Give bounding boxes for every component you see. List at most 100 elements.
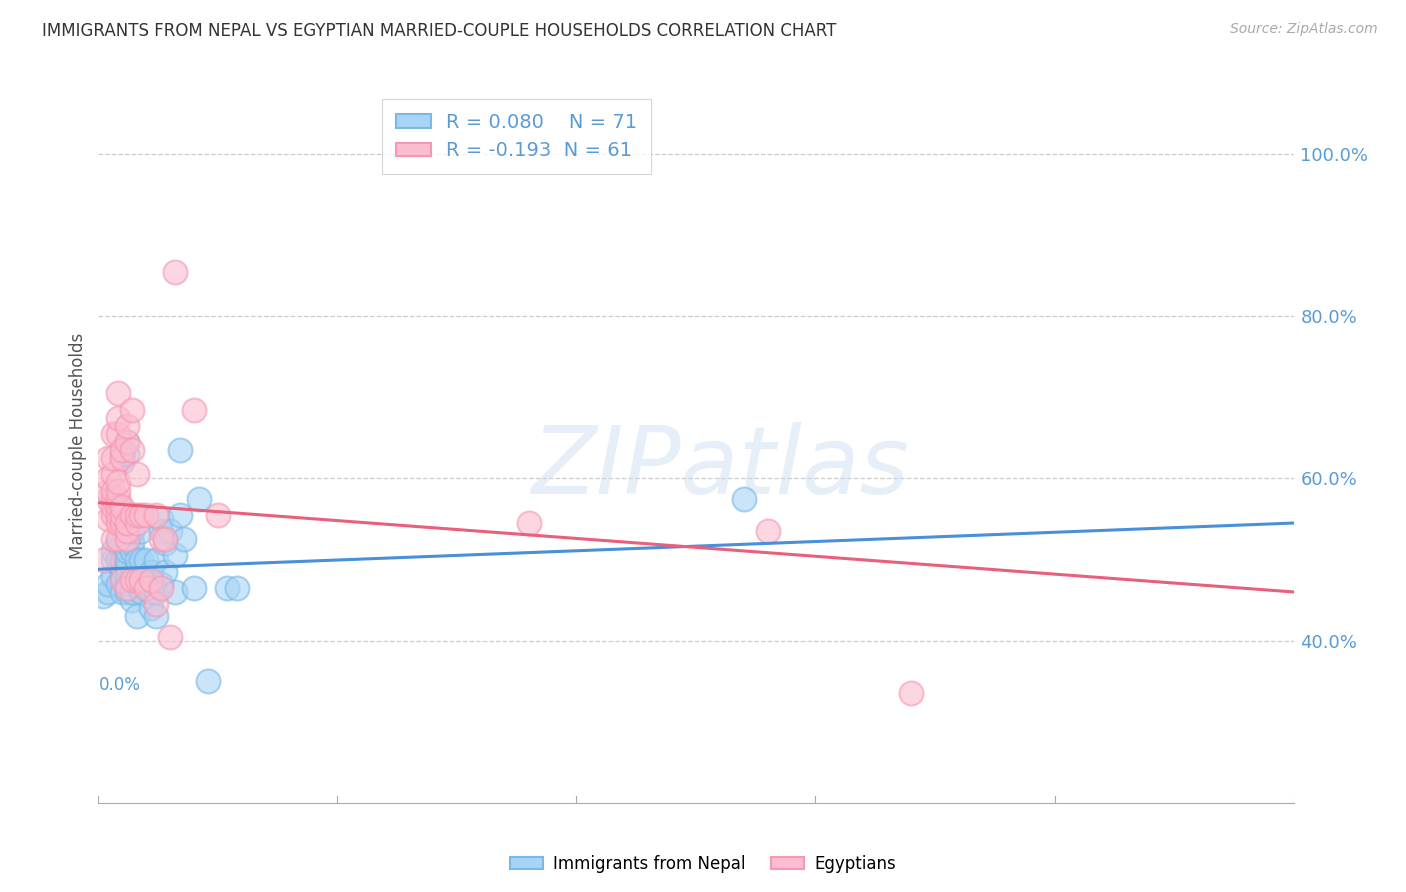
Point bbox=[139, 565, 162, 579]
Point bbox=[163, 549, 186, 563]
Point bbox=[756, 524, 779, 538]
Point bbox=[115, 560, 138, 574]
Point bbox=[155, 565, 177, 579]
Point bbox=[107, 410, 129, 425]
Point bbox=[149, 512, 172, 526]
Point bbox=[107, 500, 129, 514]
Point bbox=[183, 581, 205, 595]
Point bbox=[900, 686, 922, 700]
Legend: R = 0.080    N = 71, R = -0.193  N = 61: R = 0.080 N = 71, R = -0.193 N = 61 bbox=[382, 99, 651, 174]
Point bbox=[97, 471, 120, 485]
Point bbox=[115, 524, 138, 538]
Point bbox=[149, 524, 172, 538]
Point bbox=[121, 585, 143, 599]
Point bbox=[135, 568, 157, 582]
Y-axis label: Married-couple Households: Married-couple Households bbox=[69, 333, 87, 559]
Point bbox=[101, 568, 124, 582]
Point bbox=[107, 426, 129, 441]
Point bbox=[115, 585, 138, 599]
Point bbox=[111, 504, 134, 518]
Point bbox=[107, 508, 129, 522]
Point bbox=[111, 568, 134, 582]
Point bbox=[169, 508, 191, 522]
Legend: Immigrants from Nepal, Egyptians: Immigrants from Nepal, Egyptians bbox=[503, 848, 903, 880]
Point bbox=[183, 402, 205, 417]
Point bbox=[145, 552, 167, 566]
Point bbox=[101, 500, 124, 514]
Point bbox=[115, 434, 138, 449]
Point bbox=[145, 585, 167, 599]
Point bbox=[139, 601, 162, 615]
Point bbox=[107, 536, 129, 550]
Point bbox=[111, 455, 134, 469]
Point bbox=[115, 544, 138, 558]
Point bbox=[125, 508, 148, 522]
Point bbox=[115, 418, 138, 433]
Point bbox=[111, 443, 134, 458]
Point bbox=[121, 524, 143, 538]
Point bbox=[111, 451, 134, 466]
Point bbox=[107, 504, 129, 518]
Point bbox=[121, 508, 143, 522]
Text: Source: ZipAtlas.com: Source: ZipAtlas.com bbox=[1230, 22, 1378, 37]
Point bbox=[125, 568, 148, 582]
Point bbox=[121, 544, 143, 558]
Point bbox=[111, 516, 134, 530]
Point bbox=[111, 560, 134, 574]
Point bbox=[131, 524, 153, 538]
Point bbox=[121, 536, 143, 550]
Point bbox=[517, 516, 540, 530]
Point bbox=[115, 434, 138, 449]
Point bbox=[111, 552, 134, 566]
Point bbox=[155, 533, 177, 547]
Point bbox=[149, 533, 172, 547]
Point bbox=[115, 516, 138, 530]
Point bbox=[145, 597, 167, 611]
Point bbox=[125, 516, 148, 530]
Point bbox=[197, 674, 219, 689]
Point bbox=[111, 585, 134, 599]
Point bbox=[111, 536, 134, 550]
Point bbox=[115, 552, 138, 566]
Point bbox=[125, 577, 148, 591]
Text: 0.0%: 0.0% bbox=[98, 676, 141, 694]
Point bbox=[125, 467, 148, 482]
Point bbox=[145, 609, 167, 624]
Point bbox=[121, 593, 143, 607]
Point bbox=[97, 483, 120, 498]
Point bbox=[131, 552, 153, 566]
Point bbox=[107, 491, 129, 506]
Point bbox=[121, 512, 143, 526]
Point bbox=[97, 577, 120, 591]
Point bbox=[111, 508, 134, 522]
Point bbox=[125, 552, 148, 566]
Point bbox=[149, 577, 172, 591]
Point bbox=[226, 581, 249, 595]
Point bbox=[187, 491, 209, 506]
Point bbox=[115, 577, 138, 591]
Point bbox=[101, 508, 124, 522]
Point bbox=[101, 491, 124, 506]
Point bbox=[121, 402, 143, 417]
Point bbox=[207, 508, 229, 522]
Point bbox=[121, 573, 143, 587]
Point bbox=[131, 573, 153, 587]
Point bbox=[125, 573, 148, 587]
Point bbox=[121, 568, 143, 582]
Point bbox=[97, 451, 120, 466]
Point bbox=[169, 443, 191, 458]
Point bbox=[135, 577, 157, 591]
Point bbox=[115, 536, 138, 550]
Point bbox=[115, 447, 138, 461]
Text: IMMIGRANTS FROM NEPAL VS EGYPTIAN MARRIED-COUPLE HOUSEHOLDS CORRELATION CHART: IMMIGRANTS FROM NEPAL VS EGYPTIAN MARRIE… bbox=[42, 22, 837, 40]
Point bbox=[131, 585, 153, 599]
Point bbox=[125, 609, 148, 624]
Point bbox=[107, 386, 129, 401]
Point bbox=[149, 581, 172, 595]
Point bbox=[107, 475, 129, 490]
Point bbox=[91, 552, 114, 566]
Point bbox=[135, 552, 157, 566]
Point bbox=[125, 560, 148, 574]
Point bbox=[115, 581, 138, 595]
Point bbox=[101, 483, 124, 498]
